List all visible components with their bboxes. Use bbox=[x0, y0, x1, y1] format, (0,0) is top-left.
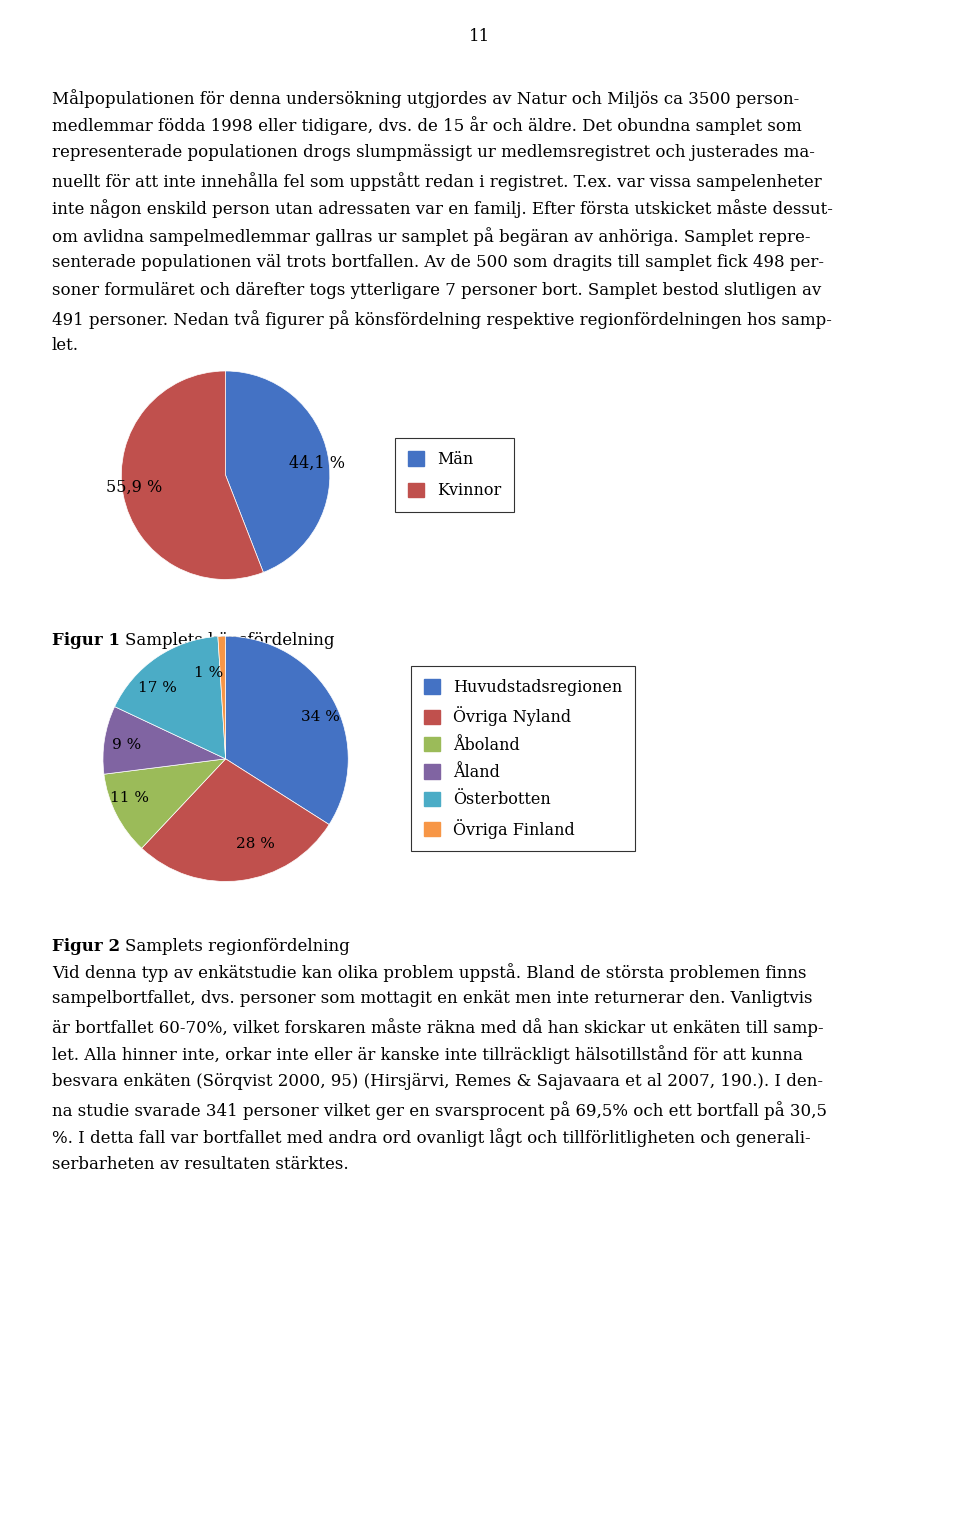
Text: medlemmar födda 1998 eller tidigare, dvs. de 15 år och äldre. Det obundna sample: medlemmar födda 1998 eller tidigare, dvs… bbox=[52, 117, 802, 135]
Text: 34 %: 34 % bbox=[300, 710, 340, 725]
Text: 11: 11 bbox=[469, 28, 491, 44]
Text: inte någon enskild person utan adressaten var en familj. Efter första utskicket : inte någon enskild person utan adressate… bbox=[52, 199, 832, 218]
Text: är bortfallet 60-70%, vilket forskaren måste räkna med då han skickar ut enkäten: är bortfallet 60-70%, vilket forskaren m… bbox=[52, 1018, 824, 1036]
Text: serbarheten av resultaten stärktes.: serbarheten av resultaten stärktes. bbox=[52, 1156, 348, 1173]
Text: soner formuläret och därefter togs ytterligare 7 personer bort. Samplet bestod s: soner formuläret och därefter togs ytter… bbox=[52, 282, 821, 299]
Text: 17 %: 17 % bbox=[138, 681, 178, 694]
Legend: Huvudstadsregionen, Övriga Nyland, Åboland, Åland, Österbotten, Övriga Finland: Huvudstadsregionen, Övriga Nyland, Åbola… bbox=[412, 667, 635, 851]
Wedge shape bbox=[121, 371, 263, 579]
Legend: Män, Kvinnor: Män, Kvinnor bbox=[396, 438, 514, 512]
Text: Vid denna typ av enkätstudie kan olika problem uppstå. Bland de största probleme: Vid denna typ av enkätstudie kan olika p… bbox=[52, 963, 806, 981]
Text: 28 %: 28 % bbox=[236, 837, 276, 851]
Wedge shape bbox=[103, 707, 226, 774]
Wedge shape bbox=[104, 759, 226, 848]
Text: Figur 2: Figur 2 bbox=[52, 938, 120, 955]
Text: besvara enkäten (Sörqvist 2000, 95) (Hirsjärvi, Remes & Sajavaara et al 2007, 19: besvara enkäten (Sörqvist 2000, 95) (Hir… bbox=[52, 1073, 823, 1090]
Text: 44,1 %: 44,1 % bbox=[289, 455, 346, 472]
Text: 1 %: 1 % bbox=[194, 665, 223, 681]
Text: 9 %: 9 % bbox=[111, 739, 141, 753]
Text: Figur 1: Figur 1 bbox=[52, 632, 120, 648]
Text: Samplets regionfördelning: Samplets regionfördelning bbox=[125, 938, 349, 955]
Text: Målpopulationen för denna undersökning utgjordes av Natur och Miljös ca 3500 per: Målpopulationen för denna undersökning u… bbox=[52, 89, 799, 107]
Wedge shape bbox=[218, 636, 226, 759]
Text: %. I detta fall var bortfallet med andra ord ovanligt lågt och tillförlitlighete: %. I detta fall var bortfallet med andra… bbox=[52, 1128, 810, 1147]
Text: representerade populationen drogs slumpmässigt ur medlemsregistret och justerade: representerade populationen drogs slumpm… bbox=[52, 144, 815, 161]
Wedge shape bbox=[226, 371, 330, 572]
Text: senterade populationen väl trots bortfallen. Av de 500 som dragits till samplet : senterade populationen väl trots bortfal… bbox=[52, 254, 824, 271]
Text: let.: let. bbox=[52, 337, 79, 354]
Wedge shape bbox=[114, 636, 226, 759]
Text: sampelbortfallet, dvs. personer som mottagit en enkät men inte returnerar den. V: sampelbortfallet, dvs. personer som mott… bbox=[52, 990, 812, 1007]
Text: Samplets könsfördelning: Samplets könsfördelning bbox=[125, 632, 334, 648]
Text: 491 personer. Nedan två figurer på könsfördelning respektive regionfördelningen : 491 personer. Nedan två figurer på könsf… bbox=[52, 310, 831, 328]
Text: 55,9 %: 55,9 % bbox=[106, 478, 162, 495]
Text: 11 %: 11 % bbox=[110, 791, 149, 805]
Text: let. Alla hinner inte, orkar inte eller är kanske inte tillräckligt hälsotillstå: let. Alla hinner inte, orkar inte eller … bbox=[52, 1046, 803, 1064]
Wedge shape bbox=[226, 636, 348, 825]
Text: nuellt för att inte innehålla fel som uppstått redan i registret. T.ex. var viss: nuellt för att inte innehålla fel som up… bbox=[52, 172, 822, 190]
Text: na studie svarade 341 personer vilket ger en svarsprocent på 69,5% och ett bortf: na studie svarade 341 personer vilket ge… bbox=[52, 1101, 827, 1119]
Wedge shape bbox=[142, 759, 329, 881]
Text: om avlidna sampelmedlemmar gallras ur samplet på begäran av anhöriga. Samplet re: om avlidna sampelmedlemmar gallras ur sa… bbox=[52, 227, 810, 245]
